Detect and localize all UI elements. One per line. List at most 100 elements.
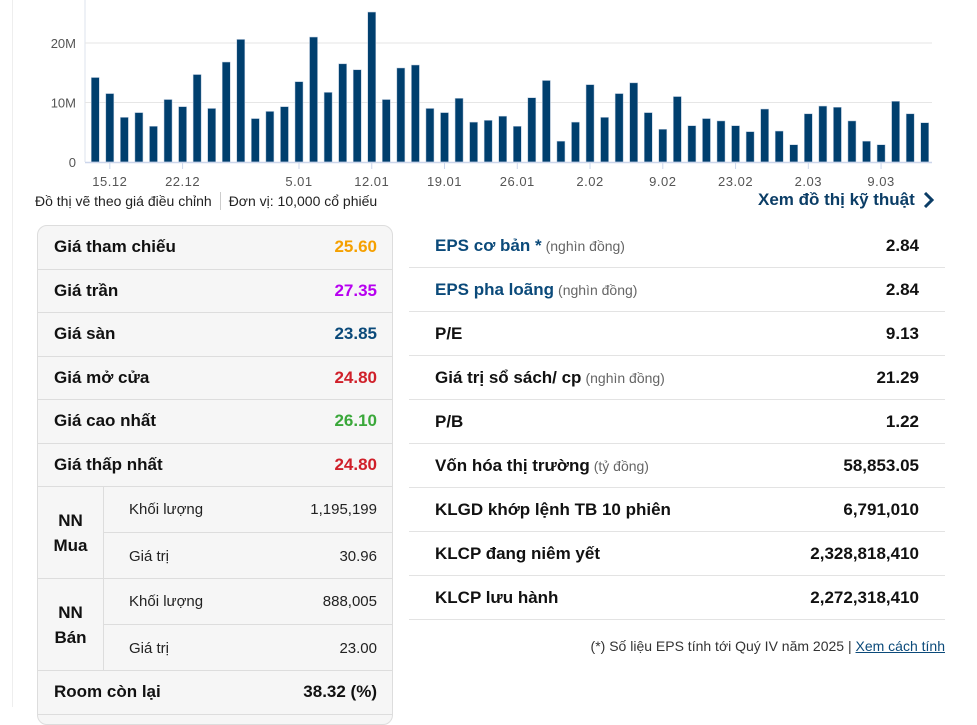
price-label: Giá thấp nhất xyxy=(54,454,163,474)
x-tick-label: 5.01 xyxy=(285,174,312,189)
price-label: Giá trần xyxy=(54,280,119,300)
volume-bar xyxy=(454,98,464,163)
chart-note: Đồ thị vẽ theo giá điều chỉnh Đơn vị: 10… xyxy=(35,192,377,210)
volume-bar xyxy=(745,131,755,163)
volume-bar xyxy=(542,80,551,163)
volume-bar xyxy=(425,108,435,163)
technical-chart-link[interactable]: Xem đồ thị kỹ thuật xyxy=(758,190,935,210)
footnote-text: (*) Số liệu EPS tính tới Quý IV năm 2025… xyxy=(590,638,856,654)
room-label: Room còn lại xyxy=(54,682,161,702)
row-value: 1,195,199 xyxy=(310,501,377,518)
volume-bar xyxy=(367,11,377,163)
metric-row: EPS cơ bản * (nghìn đồng) 2.84 xyxy=(409,224,945,268)
x-tick-label: 9.03 xyxy=(867,174,894,189)
metric-value: 9.13 xyxy=(885,323,919,343)
price-label: Giá cao nhất xyxy=(54,411,157,431)
volume-bar xyxy=(178,106,187,163)
volume-bar xyxy=(323,92,333,163)
price-value: 23.85 xyxy=(334,324,377,344)
metric-label: Vốn hóa thị trường xyxy=(435,455,590,475)
volume-bar xyxy=(411,64,420,163)
row-label: Khối lượng xyxy=(129,593,204,610)
volume-bar xyxy=(731,125,740,163)
volume-bar xyxy=(134,112,144,163)
volume-bar xyxy=(833,107,842,163)
x-tick-label: 23.02 xyxy=(718,174,753,189)
x-tick-label: 9.02 xyxy=(649,174,676,189)
volume-bar xyxy=(702,118,711,163)
foreign-sell-group: NN Bán Khối lượng 888,005 Giá trị 23.00 xyxy=(38,579,392,671)
volume-bar xyxy=(760,108,769,163)
volume-bar xyxy=(105,93,115,163)
volume-bar xyxy=(629,82,638,163)
y-tick-label: 20M xyxy=(51,36,76,51)
foreign-buy-label: NN Mua xyxy=(38,487,104,578)
volume-bar xyxy=(556,140,566,163)
volume-bar xyxy=(498,115,507,163)
foreign-sell-label: NN Bán xyxy=(38,579,104,670)
price-row: Giá tham chiếu 25.60 xyxy=(38,226,392,270)
metric-label: KLGD khớp lệnh TB 10 phiên xyxy=(435,499,671,519)
metric-value: 2.84 xyxy=(885,279,919,299)
volume-bar xyxy=(469,121,478,163)
foreign-sell-value-row: Giá trị 23.00 xyxy=(104,625,392,671)
metric-row: Giá trị sổ sách/ cp (nghìn đồng) 21.29 xyxy=(409,356,945,400)
volume-bar xyxy=(527,97,537,163)
volume-bar xyxy=(192,74,202,163)
foreign-buy-volume-row: Khối lượng 1,195,199 xyxy=(104,487,392,533)
volume-bar xyxy=(920,122,929,163)
room-value: 38.32 (%) xyxy=(303,682,377,702)
metric-unit: (nghìn đồng) xyxy=(585,369,665,386)
chevron-right-icon xyxy=(923,192,934,208)
footnote: (*) Số liệu EPS tính tới Quý IV năm 2025… xyxy=(591,638,945,654)
metric-value: 6,791,010 xyxy=(843,499,919,519)
volume-bar xyxy=(352,69,362,163)
price-row: Giá cao nhất 26.10 xyxy=(38,400,392,444)
metric-value: 2.84 xyxy=(885,235,919,255)
metric-value: 1.22 xyxy=(885,411,919,431)
row-value: 888,005 xyxy=(322,593,377,610)
metric-row: P/B 1.22 xyxy=(409,400,945,444)
foreign-sell-volume-row: Khối lượng 888,005 xyxy=(104,579,392,625)
technical-chart-label: Xem đồ thị kỹ thuật xyxy=(758,190,915,209)
calculation-link[interactable]: Xem cách tính xyxy=(855,638,946,654)
metrics-table: EPS cơ bản * (nghìn đồng) 2.84 EPS pha loãn… xyxy=(409,224,945,620)
volume-bar xyxy=(862,140,871,163)
volume-bar xyxy=(207,108,216,163)
foreign-buy-group: NN Mua Khối lượng 1,195,199 Giá trị 30.96 xyxy=(38,487,392,579)
price-value: 24.80 xyxy=(334,454,377,474)
volume-bar xyxy=(382,99,391,163)
volume-bar xyxy=(891,101,900,163)
volume-bar xyxy=(774,130,784,163)
volume-bar xyxy=(673,96,682,163)
volume-bar xyxy=(600,117,609,163)
volume-bar xyxy=(483,120,493,163)
volume-bar xyxy=(804,113,813,163)
metric-label: KLCP lưu hành xyxy=(435,587,559,607)
foreign-buy-value-row: Giá trị 30.96 xyxy=(104,533,392,579)
metric-label[interactable]: EPS cơ bản * xyxy=(435,235,542,255)
room-row: Room còn lại 38.32 (%) xyxy=(38,671,392,715)
volume-bar xyxy=(294,81,304,163)
metric-row: P/E 9.13 xyxy=(409,312,945,356)
metric-row: Vốn hóa thị trường (tỷ đồng) 58,853.05 xyxy=(409,444,945,488)
volume-bar xyxy=(571,121,580,163)
metric-label: P/E xyxy=(435,323,463,343)
volume-bar xyxy=(280,106,289,163)
price-value: 25.60 xyxy=(334,237,377,257)
metric-label: Giá trị sổ sách/ cp xyxy=(435,367,582,387)
volume-bar xyxy=(265,111,275,163)
metric-unit: (nghìn đồng) xyxy=(545,237,625,254)
volume-bar xyxy=(120,117,129,163)
volume-bar xyxy=(149,126,158,163)
metric-label[interactable]: EPS pha loãng xyxy=(435,279,555,299)
volume-bar xyxy=(847,120,857,163)
price-label: Giá sàn xyxy=(54,324,116,344)
metric-label: KLCP đang niêm yết xyxy=(435,543,600,563)
x-tick-label: 22.12 xyxy=(165,174,200,189)
volume-bar xyxy=(163,99,173,163)
volume-bar xyxy=(221,61,231,163)
metric-value: 2,272,318,410 xyxy=(810,587,919,607)
volume-bar xyxy=(818,105,828,163)
divider xyxy=(219,192,221,210)
